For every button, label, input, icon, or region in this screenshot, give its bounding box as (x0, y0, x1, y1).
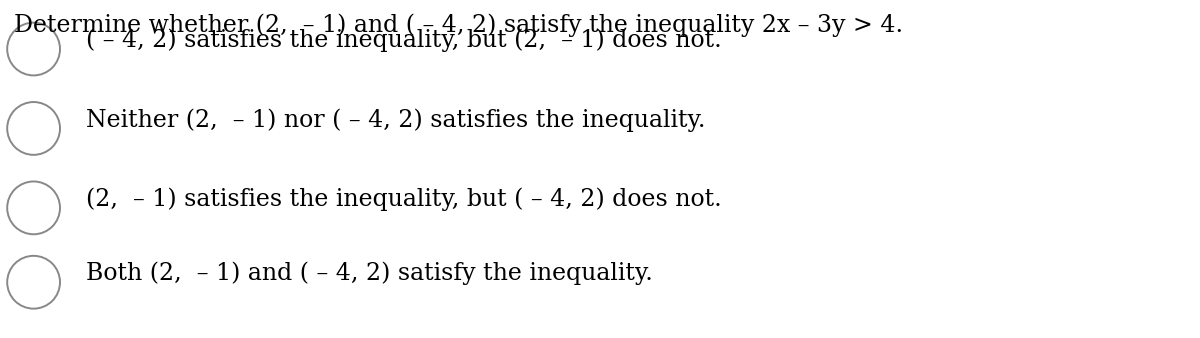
Ellipse shape (7, 182, 60, 234)
Text: Neither (2,  – 1) nor ( – 4, 2) satisfies the inequality.: Neither (2, – 1) nor ( – 4, 2) satisfies… (86, 108, 706, 132)
Ellipse shape (7, 102, 60, 155)
Text: Determine whether (2,  – 1) and ( – 4, 2) satisfy the inequality 2x – 3y > 4.: Determine whether (2, – 1) and ( – 4, 2)… (14, 14, 904, 37)
Text: (2,  – 1) satisfies the inequality, but ( – 4, 2) does not.: (2, – 1) satisfies the inequality, but (… (86, 188, 722, 211)
Text: Both (2,  – 1) and ( – 4, 2) satisfy the inequality.: Both (2, – 1) and ( – 4, 2) satisfy the … (86, 262, 653, 286)
Text: ( – 4, 2) satisfies the inequality, but (2,  – 1) does not.: ( – 4, 2) satisfies the inequality, but … (86, 29, 722, 52)
Ellipse shape (7, 256, 60, 309)
Ellipse shape (7, 23, 60, 75)
